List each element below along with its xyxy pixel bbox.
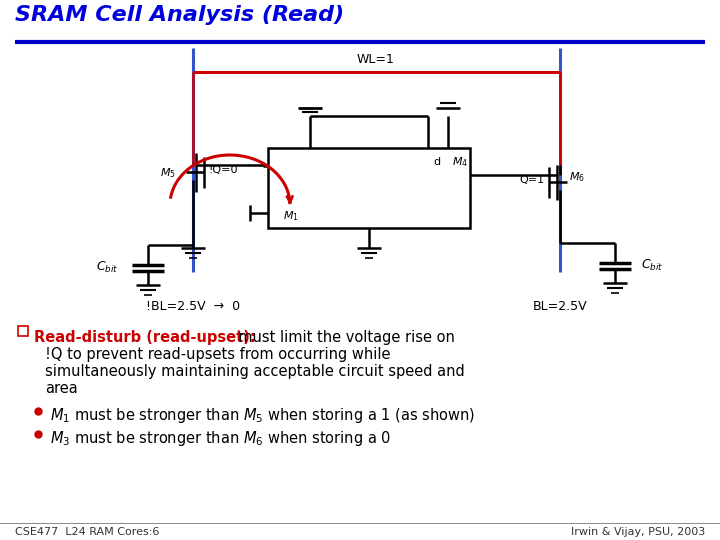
Text: Read-disturb (read-upset):: Read-disturb (read-upset): xyxy=(34,330,256,345)
Bar xyxy=(18,326,28,336)
Text: SRAM Cell Analysis (Read): SRAM Cell Analysis (Read) xyxy=(15,5,344,25)
Text: $M_1$: $M_1$ xyxy=(283,209,299,223)
Text: d: d xyxy=(433,157,440,167)
Text: Irwin & Vijay, PSU, 2003: Irwin & Vijay, PSU, 2003 xyxy=(571,527,705,537)
Text: $C_{bit}$: $C_{bit}$ xyxy=(96,259,118,274)
Text: $M_1$ must be stronger than $M_5$ when storing a 1 (as shown): $M_1$ must be stronger than $M_5$ when s… xyxy=(50,406,475,425)
Text: !Q=0: !Q=0 xyxy=(208,165,238,175)
Text: Q=1: Q=1 xyxy=(520,175,545,185)
Text: $M_5$: $M_5$ xyxy=(160,166,176,180)
Text: !Q to prevent read-upsets from occurring while: !Q to prevent read-upsets from occurring… xyxy=(45,347,390,362)
Bar xyxy=(268,148,470,228)
Text: BL=2.5V: BL=2.5V xyxy=(533,300,588,313)
Text: simultaneously maintaining acceptable circuit speed and: simultaneously maintaining acceptable ci… xyxy=(45,364,464,379)
Text: $M_6$: $M_6$ xyxy=(569,170,585,184)
Text: $C_{bit}$: $C_{bit}$ xyxy=(641,258,663,273)
Text: CSE477  L24 RAM Cores:6: CSE477 L24 RAM Cores:6 xyxy=(15,527,159,537)
Text: area: area xyxy=(45,381,78,396)
Text: $M_3$ must be stronger than $M_6$ when storing a 0: $M_3$ must be stronger than $M_6$ when s… xyxy=(50,429,391,448)
Text: WL=1: WL=1 xyxy=(357,53,395,66)
Text: !BL=2.5V  →  0: !BL=2.5V → 0 xyxy=(146,300,240,313)
Text: $M_4$: $M_4$ xyxy=(452,155,468,169)
Text: must limit the voltage rise on: must limit the voltage rise on xyxy=(229,330,455,345)
